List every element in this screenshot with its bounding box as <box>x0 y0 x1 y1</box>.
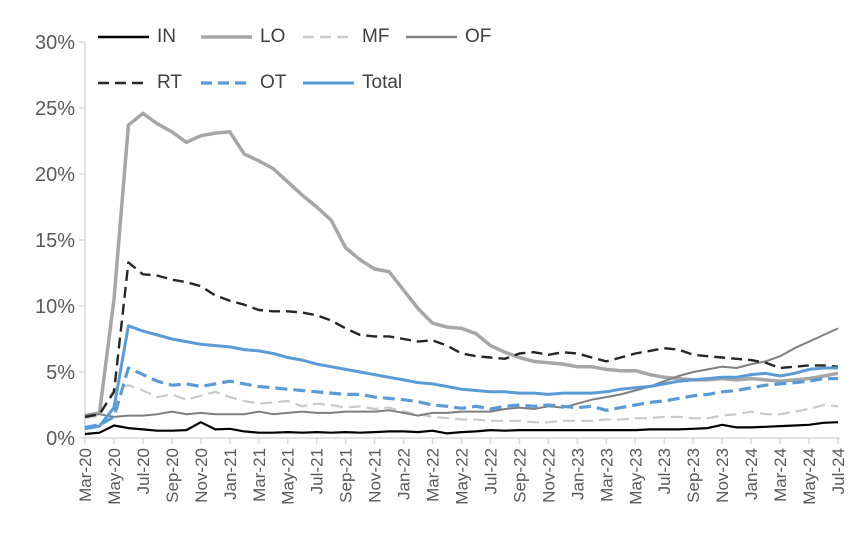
y-axis-tick-label: 20% <box>35 164 75 186</box>
x-axis-tick-label: Jan-24 <box>742 448 761 500</box>
x-axis-tick-label: Mar-22 <box>424 448 443 502</box>
x-axis-tick-label: May-20 <box>105 448 124 505</box>
x-axis-tick-label: Jul-24 <box>829 448 848 494</box>
legend-label-mf: MF <box>362 26 390 47</box>
y-axis-tick-label: 15% <box>35 230 75 252</box>
legend-label-ot: OT <box>260 72 287 93</box>
series-line-total <box>84 324 838 431</box>
x-axis-tick-label: Sep-21 <box>337 448 356 503</box>
legend-item-ot: OT <box>200 72 286 94</box>
x-axis-tick-label: May-22 <box>453 448 472 505</box>
legend-label-rt: RT <box>157 72 182 93</box>
legend-item-of: OF <box>405 26 491 48</box>
x-axis-tick-label: Jan-23 <box>568 448 587 500</box>
x-axis-tick-label: Nov-23 <box>713 448 732 503</box>
x-axis-tick-label: Jul-21 <box>308 448 327 494</box>
legend-label-lo: LO <box>260 26 286 47</box>
legend-label-in: IN <box>157 26 176 47</box>
legend-item-total: Total <box>302 72 402 94</box>
x-axis-tick-label: Sep-23 <box>684 448 703 503</box>
legend-item-rt: RT <box>97 72 182 94</box>
legend-swatch-of-icon <box>406 35 457 39</box>
legend-item-lo: LO <box>200 26 285 48</box>
series-line-rt <box>84 261 839 419</box>
legend-swatch-in-icon <box>98 35 149 39</box>
x-axis-tick-label: Jul-23 <box>655 448 674 494</box>
series-line-ot <box>84 366 838 429</box>
legend-label-of: OF <box>465 26 492 47</box>
x-axis-tick-label: Nov-22 <box>539 448 558 503</box>
x-axis-tick-label: Jul-22 <box>481 448 500 494</box>
legend-swatch-rt-icon <box>98 81 149 85</box>
legend-swatch-lo-icon <box>201 35 252 39</box>
series-line-mf <box>84 384 839 424</box>
series-line-in <box>84 421 839 436</box>
legend-swatch-ot-icon <box>201 81 252 85</box>
legend-item-in: IN <box>97 26 176 48</box>
x-axis-tick-label: Mar-20 <box>76 448 95 502</box>
y-axis-tick-label: 10% <box>35 296 75 318</box>
x-axis-tick-label: Nov-21 <box>366 448 385 503</box>
x-axis-tick-label: Jan-22 <box>395 448 414 500</box>
series-line-lo <box>84 111 839 418</box>
legend-swatch-total-icon <box>303 81 354 85</box>
x-axis-tick-label: May-23 <box>626 448 645 505</box>
x-axis-tick-label: Mar-23 <box>597 448 616 502</box>
y-axis-tick-label: 0% <box>46 428 75 450</box>
series-line-of <box>84 327 839 418</box>
legend-label-total: Total <box>362 72 403 93</box>
x-axis-tick-label: May-24 <box>800 448 819 505</box>
x-axis-tick-label: Mar-24 <box>771 448 790 502</box>
legend-item-mf: MF <box>302 26 389 48</box>
x-axis-tick-label: Jan-21 <box>221 448 240 500</box>
x-axis-tick-label: Jul-20 <box>134 448 153 494</box>
y-axis-tick-label: 25% <box>35 98 75 120</box>
x-axis-tick-label: Nov-20 <box>192 448 211 503</box>
legend-swatch-mf-icon <box>303 35 354 39</box>
y-axis-tick-label: 30% <box>35 32 75 54</box>
x-axis-tick-label: Sep-22 <box>510 448 529 503</box>
x-axis-tick-label: Sep-20 <box>163 448 182 503</box>
y-axis-tick-label: 5% <box>46 362 75 384</box>
x-axis-tick-label: Mar-21 <box>250 448 269 502</box>
x-axis-tick-label: May-21 <box>279 448 298 505</box>
